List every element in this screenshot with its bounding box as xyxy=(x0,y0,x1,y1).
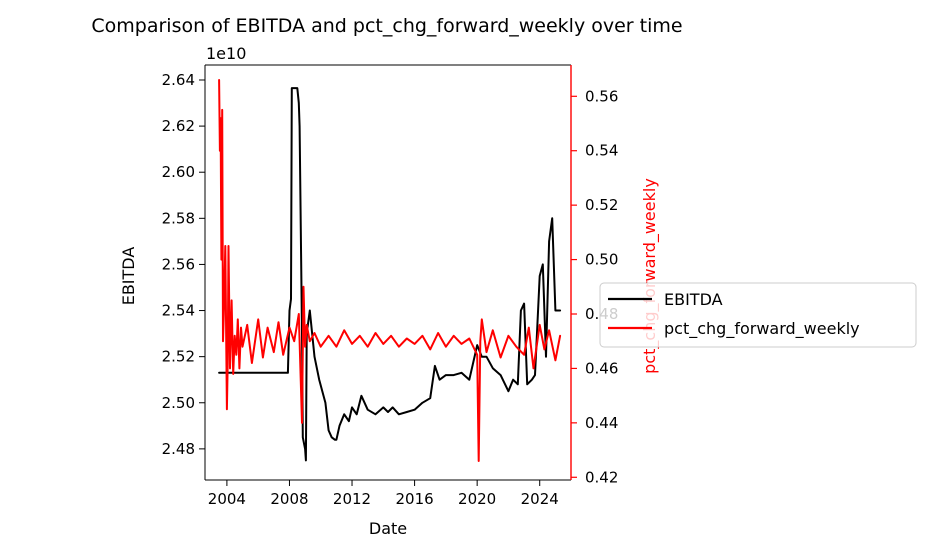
x-tick-label: 2004 xyxy=(208,490,246,508)
left-y-tick-label: 2.64 xyxy=(162,71,195,89)
x-axis-label: Date xyxy=(369,519,407,538)
series-line-pct-chg-forward-weekly xyxy=(218,79,562,462)
left-y-tick-label: 2.50 xyxy=(162,394,195,412)
right-y-tick-label: 0.50 xyxy=(585,251,618,269)
left-y-tick-label: 2.58 xyxy=(162,209,195,227)
legend-label-ebitda: EBITDA xyxy=(664,290,723,309)
x-tick-label: 2012 xyxy=(333,490,371,508)
left-y-tick-label: 2.52 xyxy=(162,348,195,366)
x-tick-label: 2008 xyxy=(270,490,308,508)
left-y-tick-label: 2.54 xyxy=(162,302,195,320)
left-axis-label: EBITDA xyxy=(119,247,138,306)
left-axis-offset-label: 1e10 xyxy=(206,44,246,63)
x-tick-label: 2020 xyxy=(458,490,496,508)
right-y-tick-label: 0.52 xyxy=(585,196,618,214)
legend-frame xyxy=(599,282,917,348)
legend-label-pct-chg: pct_chg_forward_weekly xyxy=(664,319,860,339)
chart-title: Comparison of EBITDA and pct_chg_forward… xyxy=(91,15,682,37)
right-y-tick-label: 0.44 xyxy=(585,414,618,432)
right-y-tick-label: 0.46 xyxy=(585,359,618,377)
series-line-ebitda xyxy=(218,87,562,462)
left-y-tick-label: 2.60 xyxy=(162,163,195,181)
plot-area: 2004 2008 2012 2016 2020 2024 2.48 2.50 2.52 2.54… xyxy=(162,64,618,508)
right-y-tick-label: 0.42 xyxy=(585,468,618,486)
left-y-tick-label: 2.62 xyxy=(162,117,195,135)
right-y-tick-label: 0.54 xyxy=(585,142,618,160)
x-tick-label: 2024 xyxy=(521,490,559,508)
right-y-tick-label: 0.56 xyxy=(585,87,618,105)
legend: EBITDA pct_chg_forward_weekly xyxy=(599,282,917,348)
left-y-tick-label: 2.48 xyxy=(162,440,195,458)
x-tick-label: 2016 xyxy=(395,490,433,508)
left-y-tick-label: 2.56 xyxy=(162,255,195,273)
